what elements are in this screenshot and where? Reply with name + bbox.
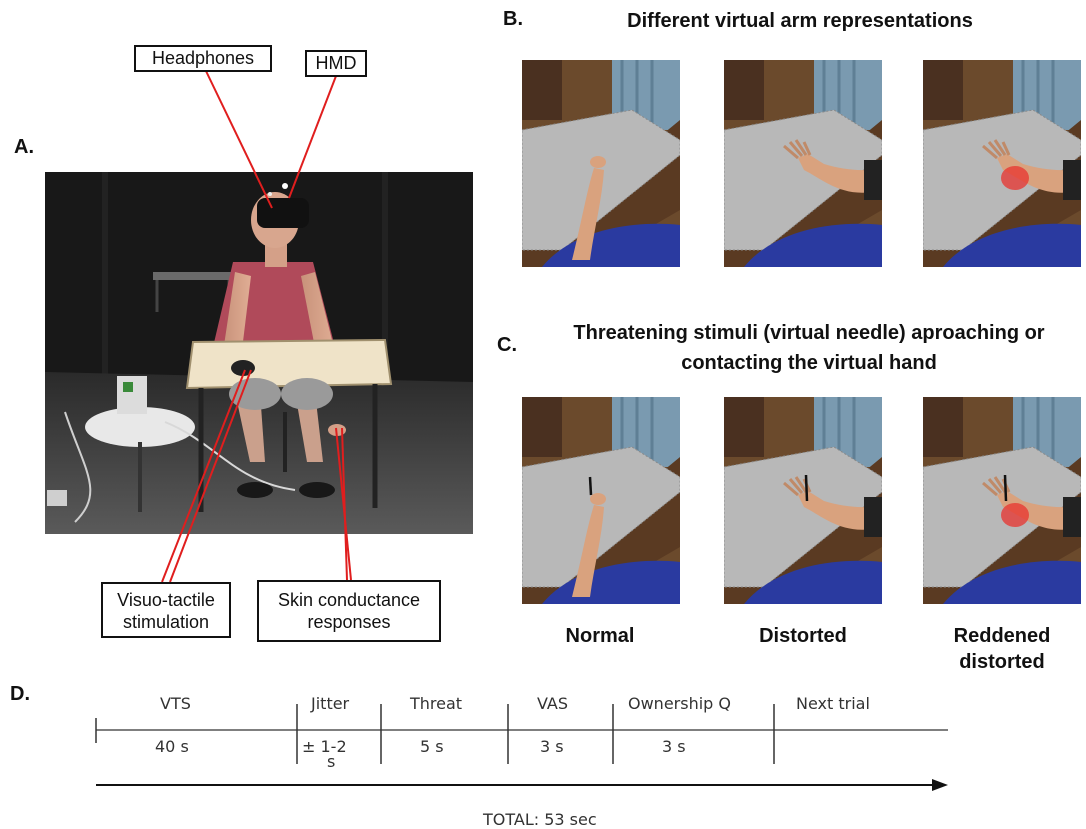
phase-name-ownership-q: Ownership Q — [628, 694, 731, 713]
threat-thumbnail-reddened — [923, 397, 1081, 604]
total-duration-label: TOTAL: 53 sec — [483, 810, 597, 829]
skin-conductance-label-line1: Skin conductance — [277, 590, 421, 610]
total-arrow-head — [932, 779, 948, 791]
condition-label-distorted: Distorted — [759, 625, 847, 647]
phase-duration-threat: 5 s — [420, 737, 444, 756]
arm-representation-thumbnail-normal — [522, 60, 680, 267]
phase-name-threat: Threat — [410, 694, 463, 713]
panel-d-letter: D. — [10, 683, 30, 705]
panel-b-letter: B. — [503, 8, 523, 30]
panel-b-title: Different virtual arm representations — [627, 10, 973, 32]
panel-a-letter: A. — [14, 136, 34, 158]
panel-c-title-line2: contacting the virtual hand — [681, 352, 937, 374]
phase-duration-vas: 3 s — [540, 737, 564, 756]
panel-c-letter: C. — [497, 334, 517, 356]
phase-name-vas: VAS — [537, 694, 569, 713]
hmd-label: HMD — [315, 53, 357, 73]
panel-c-title-line1: Threatening stimuli (virtual needle) apr… — [573, 322, 1045, 344]
headphones-label: Headphones — [151, 48, 255, 68]
experimental-setup-photo — [45, 172, 473, 534]
hmd-callout: HMD — [305, 50, 367, 77]
visuo-tactile-label-line1: Visuo-tactile — [117, 590, 215, 610]
phase-duration-jitter: ± 1-2 — [302, 737, 347, 756]
visuo-tactile-label-line2: stimulation — [122, 612, 210, 632]
phase-duration-vts: 40 s — [155, 737, 189, 756]
skin-conductance-callout: Skin conductance responses — [257, 580, 441, 642]
condition-label-normal: Normal — [565, 625, 635, 647]
phase-name-vts: VTS — [160, 694, 191, 713]
skin-conductance-label-line2: responses — [307, 612, 391, 632]
phase-name-next-trial: Next trial — [796, 694, 870, 713]
threat-thumbnail-normal — [522, 397, 680, 604]
phase-duration-ownership-q: 3 s — [662, 737, 686, 756]
arm-representation-thumbnail-reddened — [923, 60, 1081, 267]
condition-label-reddened-line1: Reddened — [953, 625, 1051, 647]
phase-name-jitter: Jitter — [311, 694, 350, 713]
visuo-tactile-callout: Visuo-tactile stimulation — [101, 582, 231, 638]
threat-thumbnail-distorted — [724, 397, 882, 604]
condition-label-reddened-distorted: Reddened distorted — [922, 623, 1082, 675]
phase-duration-jitter-line2: s — [327, 752, 336, 771]
headphones-callout: Headphones — [134, 45, 272, 72]
condition-label-reddened-line2: distorted — [959, 651, 1045, 673]
arm-representation-thumbnail-distorted — [724, 60, 882, 267]
